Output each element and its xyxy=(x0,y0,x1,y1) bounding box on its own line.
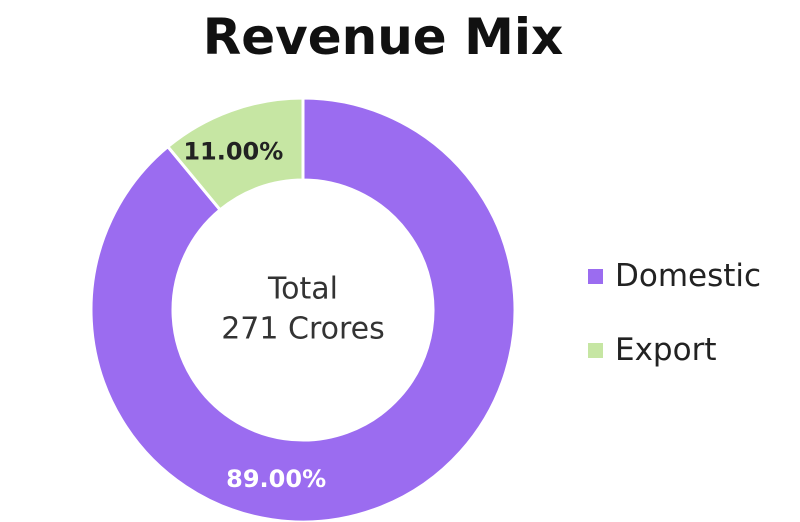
donut-center-text: Total 271 Crores xyxy=(221,272,385,347)
legend-swatch-export xyxy=(588,342,603,358)
center-text-line-1: Total xyxy=(267,272,338,307)
legend-item-export[interactable]: Export xyxy=(588,330,793,370)
legend-item-domestic[interactable]: Domestic xyxy=(588,256,793,296)
center-text-line-2: 271 Crores xyxy=(221,312,385,347)
donut-slice-export[interactable] xyxy=(165,96,305,212)
slice-label-export: 11.00% xyxy=(183,138,283,166)
chart-title: Revenue Mix xyxy=(202,8,564,66)
legend-swatch-domestic xyxy=(588,268,603,284)
donut-slice-domestic[interactable] xyxy=(89,96,517,522)
chart-legend: Domestic Export xyxy=(588,256,793,404)
slice-label-domestic: 89.00% xyxy=(226,465,326,493)
legend-label-domestic: Domestic xyxy=(615,258,762,294)
slice-value-labels: 89.00% 11.00% xyxy=(183,138,326,493)
legend-label-export: Export xyxy=(615,332,717,368)
donut-slices xyxy=(89,96,517,522)
